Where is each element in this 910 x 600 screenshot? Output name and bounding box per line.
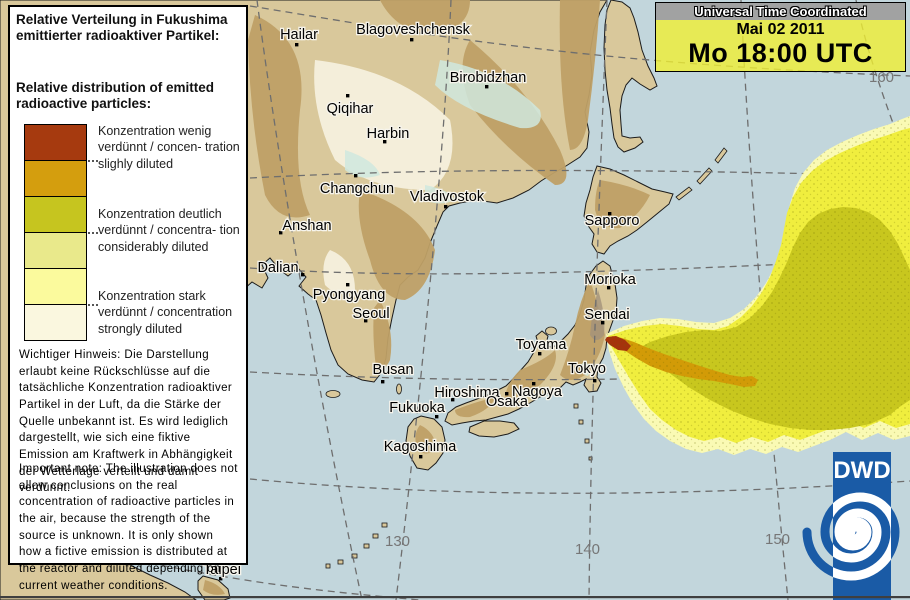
city-dot	[346, 94, 350, 98]
city-dot	[381, 380, 385, 384]
city-dot	[301, 273, 305, 277]
city-dot	[451, 398, 455, 402]
city-dot	[279, 231, 283, 235]
city-label: Blagoveshchensk	[356, 22, 470, 38]
map-bottom-frame	[0, 596, 910, 599]
city-label: Osaka	[486, 394, 529, 410]
legend-leader	[88, 304, 98, 306]
city-label: Birobidzhan	[450, 70, 527, 86]
utc-time-box: Universal Time Coordinated Mai 02 2011 M…	[655, 2, 906, 72]
city-label: Hiroshima	[434, 385, 500, 401]
city-dot	[219, 577, 223, 581]
utc-time: Mo 18:00 UTC	[688, 38, 873, 69]
legend-note-en: Important note: The illustration does no…	[19, 463, 238, 592]
utc-header: Universal Time Coordinated	[656, 3, 905, 20]
city-label: Morioka	[584, 272, 637, 288]
dwd-spiral-icon	[833, 492, 891, 581]
city-dot	[444, 205, 448, 209]
city-label: Taipei	[203, 562, 241, 578]
city-dot	[435, 415, 439, 419]
city-label: Sendai	[584, 307, 629, 323]
dispersion-plume	[605, 116, 910, 455]
city-label: Harbin	[367, 126, 410, 142]
landmass-honshu	[444, 260, 618, 426]
city-dot	[364, 319, 368, 323]
dwd-logo: DWD	[802, 452, 900, 600]
city-label: Seoul	[352, 306, 389, 322]
legend-swatch-4	[24, 232, 87, 269]
legend-title-de: Relative Verteilung in Fukushima emittie…	[16, 12, 228, 44]
lon-label: 140	[575, 541, 600, 558]
city-label: Fukuoka	[389, 400, 446, 416]
legend-note-de: Wichtiger Hinweis: Die Darstellung erlau…	[19, 349, 233, 495]
city-dot	[410, 38, 414, 42]
city-label: Tokyo	[568, 361, 606, 377]
city-label: Toyama	[516, 337, 568, 353]
city-label: Nagoya	[512, 384, 563, 400]
city-dot	[295, 43, 299, 47]
legend-title-en: Relative distribution of emitted radioac…	[16, 80, 215, 112]
lon-label: 150	[765, 531, 790, 548]
legend-leader	[88, 232, 98, 234]
legend-swatch-5	[24, 268, 87, 305]
city-dot	[383, 140, 387, 144]
city-dot	[538, 352, 542, 356]
city-dot	[608, 212, 612, 216]
city-label: Hailar	[280, 27, 318, 43]
landmass-sakhalin	[603, 0, 658, 153]
city-dot	[419, 455, 423, 459]
city-dot	[346, 283, 350, 287]
legend-swatch-1	[24, 124, 87, 161]
city-label: Anshan	[282, 218, 331, 234]
legend-swatch-2	[24, 160, 87, 197]
graticule-labels: 130 140 150 160	[385, 69, 894, 558]
landmass-islands	[197, 326, 593, 600]
legend-swatch-3	[24, 196, 87, 233]
city-label: Kagoshima	[384, 439, 457, 455]
utc-date: Mai 02 2011	[736, 21, 825, 38]
legend-panel: Relative Verteilung in Fukushima emittie…	[8, 5, 248, 592]
city-label: Busan	[372, 362, 413, 378]
city-label: Qiqihar	[327, 101, 374, 117]
city-dot	[607, 286, 611, 290]
city-dot	[354, 174, 358, 178]
city-label: Pyongyang	[313, 287, 386, 303]
legend-swatch-6	[24, 304, 87, 341]
dwd-logo-text: DWD	[833, 457, 890, 484]
lon-label: 160	[869, 69, 894, 86]
legend-entry-strongly-diluted: Konzentration stark verdünnt / concentra…	[98, 289, 233, 336]
city-label: Vladivostok	[410, 189, 485, 205]
city-dot	[601, 321, 605, 325]
city-dot	[505, 392, 509, 396]
city-label: Dalian	[257, 260, 298, 276]
city-dot	[485, 85, 489, 89]
graticule	[149, 0, 910, 600]
cities: Hailar Blagoveshchensk Birobidzhan Qiqih…	[202, 21, 641, 581]
city-dot	[532, 382, 536, 386]
city-label: Changchun	[320, 181, 394, 197]
city-dot	[593, 379, 597, 383]
lon-label: 130	[385, 533, 410, 550]
legend-entry-slightly-diluted: Konzentration wenig verdünnt / concen- t…	[98, 124, 240, 171]
legend-entry-considerably-diluted: Konzentration deutlich verdünnt / concen…	[98, 207, 240, 254]
utc-body: Mai 02 2011 Mo 18:00 UTC	[656, 20, 905, 71]
legend-leader	[88, 160, 98, 162]
city-label: Sapporo	[585, 213, 640, 229]
